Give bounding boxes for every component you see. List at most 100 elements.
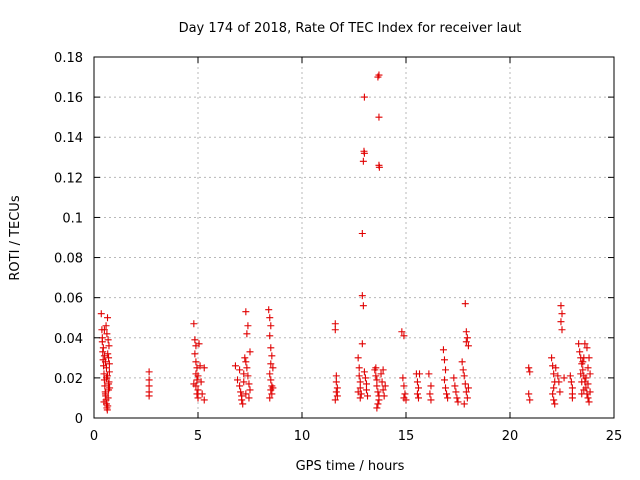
data-point <box>550 384 558 392</box>
data-point <box>197 378 205 386</box>
y-tick-label: 0.18 <box>54 51 83 66</box>
data-point <box>402 396 410 404</box>
data-point <box>194 372 202 380</box>
data-point <box>578 378 586 386</box>
data-point <box>362 380 370 388</box>
y-tick-label: 0.16 <box>54 91 83 106</box>
data-point <box>556 388 564 396</box>
data-point <box>198 390 206 398</box>
plot-frame <box>93 56 615 419</box>
data-point <box>379 366 387 374</box>
data-point <box>105 368 113 376</box>
data-point <box>458 358 466 366</box>
data-point <box>355 372 363 380</box>
data-point <box>451 382 459 390</box>
data-point <box>244 372 252 380</box>
data-point <box>190 320 198 328</box>
data-point <box>265 306 273 314</box>
data-point <box>104 336 112 344</box>
data-point <box>243 330 251 338</box>
data-point <box>460 400 468 408</box>
data-point <box>361 374 369 382</box>
data-point <box>362 386 370 394</box>
data-point <box>461 300 469 308</box>
data-point <box>268 352 276 360</box>
data-point <box>461 380 469 388</box>
data-point <box>425 370 433 378</box>
data-point <box>460 372 468 380</box>
data-point <box>246 348 254 356</box>
data-point <box>267 322 275 330</box>
data-point <box>585 398 593 406</box>
data-point <box>101 382 109 390</box>
data-point <box>234 376 242 384</box>
data-point <box>196 362 204 370</box>
data-point <box>105 342 113 350</box>
x-tick-label: 10 <box>294 429 311 444</box>
y-tick-label: 0.04 <box>54 332 83 347</box>
data-point <box>192 358 200 366</box>
data-point <box>268 390 276 398</box>
data-point <box>453 394 461 402</box>
data-point <box>463 394 471 402</box>
data-point <box>359 302 367 310</box>
data-point <box>526 368 534 376</box>
data-point <box>200 396 208 404</box>
data-point <box>566 372 574 380</box>
y-tick-label: 0.06 <box>54 292 83 307</box>
data-point <box>267 376 275 384</box>
data-point <box>246 386 254 394</box>
data-point <box>416 370 424 378</box>
data-point <box>579 358 587 366</box>
data-point <box>378 378 386 386</box>
x-axis-label: GPS time / hours <box>296 459 405 474</box>
data-point <box>356 394 364 402</box>
data-point <box>200 364 208 372</box>
data-point <box>442 384 450 392</box>
data-point <box>266 314 274 322</box>
y-tick-label: 0.14 <box>54 131 83 146</box>
data-point <box>577 370 585 378</box>
data-point <box>377 370 385 378</box>
data-point <box>560 374 568 382</box>
x-tick-label: 15 <box>398 429 415 444</box>
data-point <box>106 384 114 392</box>
data-point <box>354 388 362 396</box>
data-point <box>194 386 202 394</box>
data-point <box>333 384 341 392</box>
data-point <box>375 71 383 79</box>
data-point <box>558 310 566 318</box>
x-tick-label: 5 <box>194 429 202 444</box>
data-point <box>358 340 366 348</box>
data-point <box>426 390 434 398</box>
data-point <box>375 396 383 404</box>
data-point <box>242 358 250 366</box>
data-point <box>195 340 203 348</box>
data-point <box>442 366 450 374</box>
data-point <box>194 394 202 402</box>
data-point <box>364 392 372 400</box>
data-point <box>374 400 382 408</box>
data-point <box>104 350 112 358</box>
data-point <box>101 390 109 398</box>
data-point <box>580 354 588 362</box>
data-point <box>193 376 201 384</box>
data-point <box>238 396 246 404</box>
data-point <box>400 332 408 340</box>
data-point <box>568 384 576 392</box>
data-point <box>552 364 560 372</box>
data-point <box>331 396 339 404</box>
data-point <box>244 322 252 330</box>
data-point <box>360 368 368 376</box>
data-point <box>439 346 447 354</box>
data-point <box>440 356 448 364</box>
data-point <box>236 382 244 390</box>
data-point <box>581 340 589 348</box>
data-point <box>551 400 559 408</box>
data-point <box>97 310 105 318</box>
data-point <box>414 384 422 392</box>
data-point <box>240 378 248 386</box>
data-point <box>372 372 380 380</box>
data-point <box>374 388 382 396</box>
data-point <box>548 354 556 362</box>
